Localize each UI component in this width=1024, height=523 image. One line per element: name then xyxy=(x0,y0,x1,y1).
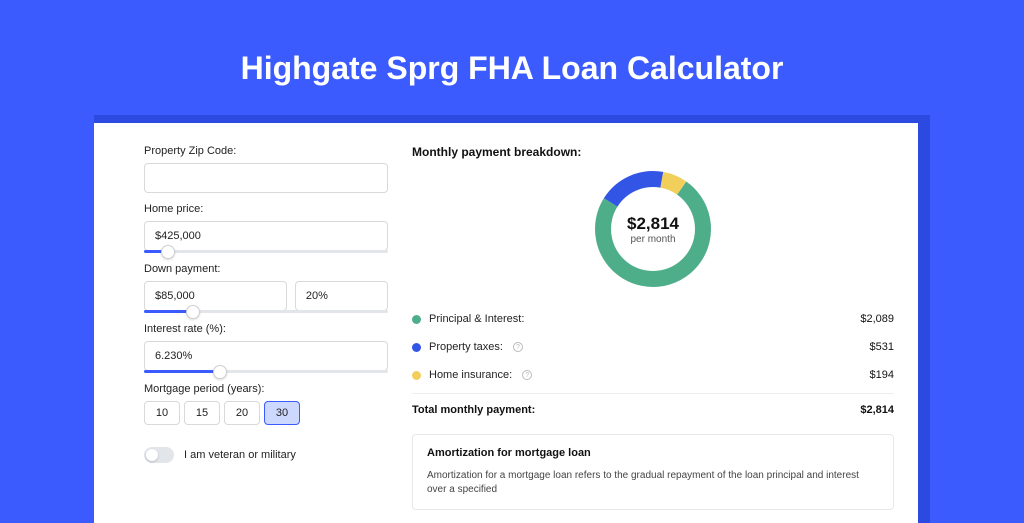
donut-center-sub: per month xyxy=(630,234,675,245)
period-option-10[interactable]: 10 xyxy=(144,401,180,425)
info-icon[interactable]: ? xyxy=(513,342,523,352)
interest-rate-label: Interest rate (%): xyxy=(144,323,388,335)
donut-container: $2,814 per month xyxy=(412,167,894,291)
zip-label: Property Zip Code: xyxy=(144,145,388,157)
period-option-20[interactable]: 20 xyxy=(224,401,260,425)
interest-rate-slider[interactable] xyxy=(144,370,388,373)
slider-thumb[interactable] xyxy=(186,305,200,319)
legend-row: Property taxes:? $531 xyxy=(412,333,894,361)
veteran-label: I am veteran or military xyxy=(184,449,296,461)
zip-input[interactable] xyxy=(144,163,388,193)
legend-value: $2,089 xyxy=(860,313,894,325)
amortization-title: Amortization for mortgage loan xyxy=(427,447,879,459)
page-title: Highgate Sprg FHA Loan Calculator xyxy=(0,50,1024,87)
legend-dot xyxy=(412,343,421,352)
breakdown-column: Monthly payment breakdown: $2,814 per mo… xyxy=(412,145,894,510)
home-price-input[interactable] xyxy=(144,221,388,251)
down-payment-input[interactable] xyxy=(144,281,287,311)
page-background: Highgate Sprg FHA Loan Calculator Proper… xyxy=(0,0,1024,512)
columns: Property Zip Code: Home price: Down paym… xyxy=(144,145,894,510)
down-payment-slider[interactable] xyxy=(144,310,388,313)
breakdown-title: Monthly payment breakdown: xyxy=(412,145,894,159)
down-payment-pct-input[interactable] xyxy=(295,281,388,311)
down-payment-label: Down payment: xyxy=(144,263,388,275)
amortization-box: Amortization for mortgage loan Amortizat… xyxy=(412,434,894,510)
toggle-knob xyxy=(146,449,158,461)
card-shadow: Property Zip Code: Home price: Down paym… xyxy=(94,115,930,523)
legend-dot xyxy=(412,371,421,380)
period-option-30[interactable]: 30 xyxy=(264,401,300,425)
legend-value: $194 xyxy=(870,369,894,381)
home-price-slider[interactable] xyxy=(144,250,388,253)
payment-donut-chart: $2,814 per month xyxy=(591,167,715,291)
mortgage-period-label: Mortgage period (years): xyxy=(144,383,388,395)
legend-label: Principal & Interest: xyxy=(429,313,524,325)
calculator-card: Property Zip Code: Home price: Down paym… xyxy=(94,123,918,523)
legend-dot xyxy=(412,315,421,324)
donut-center-value: $2,814 xyxy=(627,214,679,234)
legend-label: Property taxes: xyxy=(429,341,503,353)
interest-rate-input[interactable] xyxy=(144,341,388,371)
veteran-toggle[interactable] xyxy=(144,447,174,463)
slider-thumb[interactable] xyxy=(213,365,227,379)
total-label: Total monthly payment: xyxy=(412,404,535,416)
legend-value: $531 xyxy=(870,341,894,353)
home-price-label: Home price: xyxy=(144,203,388,215)
form-column: Property Zip Code: Home price: Down paym… xyxy=(144,145,388,510)
total-value: $2,814 xyxy=(860,404,894,416)
legend-list: Principal & Interest: $2,089 Property taxe… xyxy=(412,305,894,389)
mortgage-period-options: 10152030 xyxy=(144,401,388,425)
info-icon[interactable]: ? xyxy=(522,370,532,380)
amortization-text: Amortization for a mortgage loan refers … xyxy=(427,469,879,497)
legend-row: Principal & Interest: $2,089 xyxy=(412,305,894,333)
legend-row: Home insurance:? $194 xyxy=(412,361,894,389)
period-option-15[interactable]: 15 xyxy=(184,401,220,425)
legend-label: Home insurance: xyxy=(429,369,512,381)
slider-thumb[interactable] xyxy=(161,245,175,259)
total-row: Total monthly payment: $2,814 xyxy=(412,393,894,430)
